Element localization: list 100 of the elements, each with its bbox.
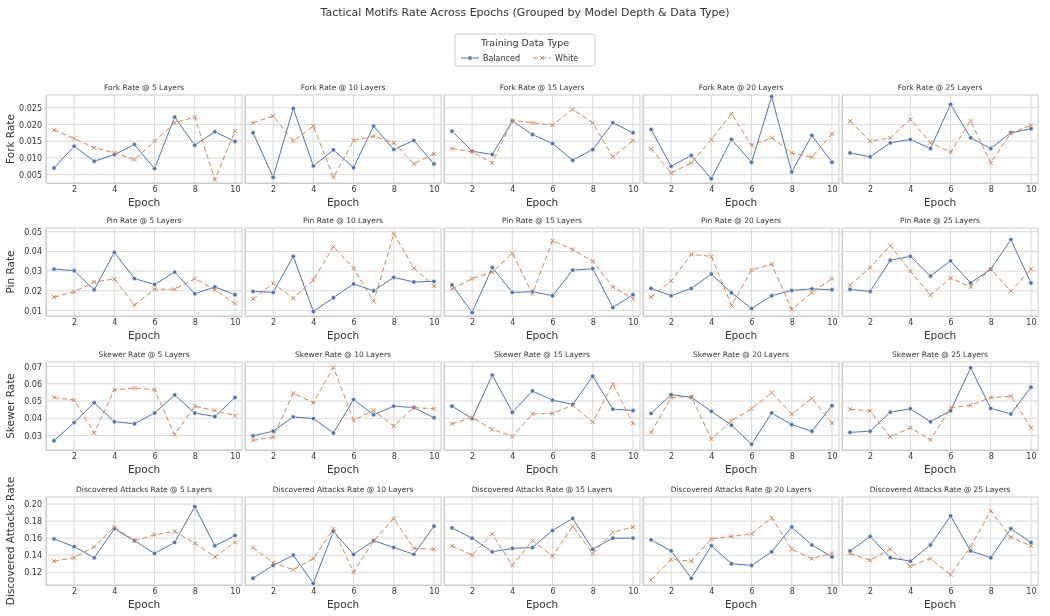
point (91, 279, 97, 285)
y-tick-label: 0.04 (24, 247, 42, 257)
point (550, 122, 556, 128)
point (152, 532, 158, 538)
y-tick-label: 0.07 (24, 362, 42, 372)
x-tick-label: 6 (351, 451, 357, 461)
point (789, 307, 795, 312)
point (529, 411, 535, 417)
point (829, 276, 835, 282)
x-tick-label: 2 (470, 451, 476, 461)
point (749, 142, 755, 148)
x-tick-label: 4 (112, 184, 118, 194)
point (668, 278, 674, 284)
point (769, 390, 775, 396)
point (489, 269, 495, 275)
x-tick-label: 4 (908, 451, 914, 461)
point (887, 434, 893, 440)
point (1008, 534, 1014, 540)
x-tick-label: 10 (827, 317, 838, 327)
x-tick-label: 6 (152, 451, 158, 461)
point (1028, 425, 1034, 431)
x-tick-label: 2 (271, 586, 277, 596)
x-axis-title: Epoch (724, 463, 758, 475)
point (948, 275, 954, 281)
point (708, 436, 714, 442)
point (550, 553, 556, 559)
x-axis-title: Epoch (525, 463, 559, 475)
point (590, 419, 596, 425)
point (630, 420, 636, 426)
x-tick-label: 10 (429, 317, 440, 327)
point (789, 411, 795, 417)
x-tick-label: 6 (550, 184, 556, 194)
y-tick-label: 0.05 (24, 227, 42, 237)
x-tick-label: 4 (112, 451, 118, 461)
x-tick-label: 4 (510, 184, 516, 194)
point (610, 284, 616, 290)
point (212, 177, 218, 183)
x-tick-label: 2 (470, 586, 476, 596)
point (968, 402, 974, 408)
x-tick-label: 8 (590, 451, 596, 461)
point (431, 283, 437, 289)
x-tick-label: 8 (192, 451, 198, 461)
point (51, 395, 57, 401)
x-axis-title: Epoch (525, 196, 559, 208)
x-tick-label: 10 (827, 451, 838, 461)
point (469, 552, 475, 558)
x-axis-title: Epoch (724, 329, 758, 341)
point (371, 299, 377, 305)
point (449, 146, 455, 152)
point (728, 418, 734, 424)
x-tick-label: 10 (429, 184, 440, 194)
x-tick-label: 4 (908, 184, 914, 194)
point (809, 154, 815, 160)
x-tick-label: 10 (827, 586, 838, 596)
x-tick-label: 8 (391, 586, 397, 596)
x-tick-label: 4 (311, 184, 317, 194)
point (668, 556, 674, 562)
point (728, 111, 734, 117)
x-axis-title: Epoch (923, 598, 957, 610)
point (789, 150, 795, 156)
x-tick-label: 10 (230, 317, 241, 327)
point (988, 395, 994, 401)
point (570, 523, 576, 529)
point (232, 539, 238, 545)
y-axis-title: Skewer Rate (4, 373, 16, 439)
y-tick-label: 0.06 (24, 379, 42, 389)
point (847, 282, 853, 288)
x-tick-label: 2 (72, 317, 78, 327)
x-tick-label: 2 (669, 184, 675, 194)
point (509, 562, 515, 568)
point (91, 145, 97, 151)
x-tick-label: 4 (311, 586, 317, 596)
point (152, 138, 158, 144)
x-tick-label: 6 (948, 586, 954, 596)
point (749, 406, 755, 412)
point (708, 536, 714, 542)
point (867, 265, 873, 271)
point (948, 149, 954, 155)
x-tick-label: 10 (628, 451, 639, 461)
point (570, 246, 576, 252)
point (708, 137, 714, 142)
x-tick-label: 8 (988, 317, 994, 327)
point (630, 296, 636, 302)
point (968, 284, 974, 290)
x-tick-label: 2 (271, 184, 277, 194)
x-axis-title: Epoch (923, 463, 957, 475)
x-tick-label: 4 (510, 586, 516, 596)
x-tick-label: 6 (351, 317, 357, 327)
point (391, 516, 397, 522)
legend-label: Balanced (483, 54, 520, 63)
point (728, 303, 734, 309)
x-tick-label: 8 (789, 184, 795, 194)
point (290, 390, 296, 396)
point (630, 138, 636, 144)
point (907, 116, 913, 122)
point (550, 410, 556, 416)
x-axis-title: Epoch (326, 463, 360, 475)
point (688, 160, 694, 166)
y-axis-title: Discovered Attacks Rate (4, 476, 16, 606)
point (431, 406, 437, 412)
